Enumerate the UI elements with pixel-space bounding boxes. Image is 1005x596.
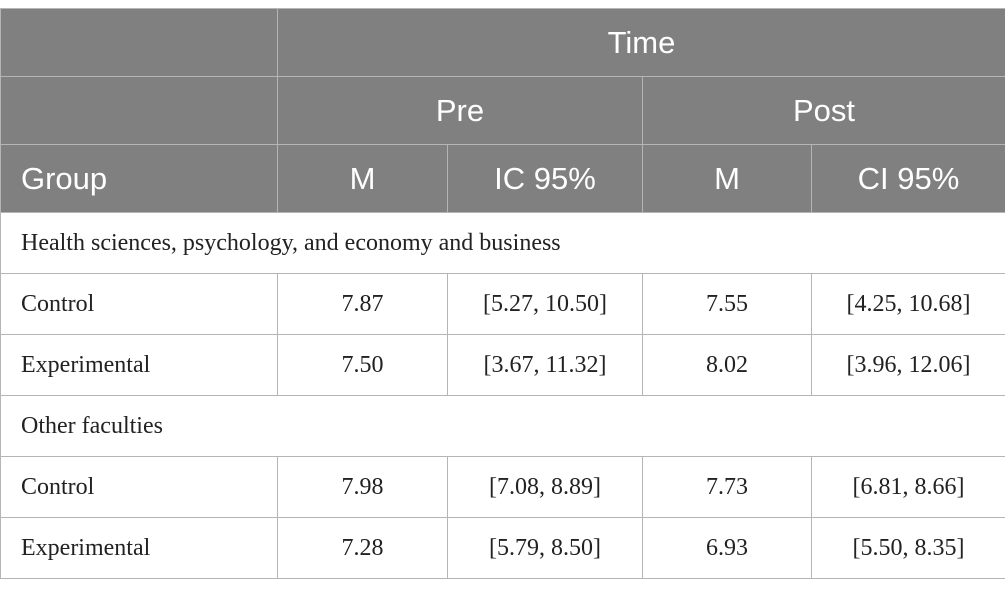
header-row: Pre Post bbox=[0, 76, 1005, 145]
header-row: Time bbox=[0, 8, 1005, 77]
value-cell: 8.02 bbox=[642, 334, 812, 396]
header-row: Group M IC 95% M CI 95% bbox=[0, 144, 1005, 213]
value-cell: 7.28 bbox=[277, 517, 448, 579]
data-row: Control 7.87 [5.27, 10.50] 7.55 [4.25, 10.68… bbox=[0, 273, 1005, 335]
section-title: Other faculties bbox=[0, 395, 1005, 457]
value-cell: [5.50, 8.35] bbox=[811, 517, 1005, 579]
value-cell: [5.27, 10.50] bbox=[447, 273, 643, 335]
header-cell bbox=[0, 76, 278, 145]
column-header: M bbox=[642, 144, 812, 213]
value-cell: [5.79, 8.50] bbox=[447, 517, 643, 579]
table-body: Health sciences, psychology, and economy… bbox=[0, 212, 1005, 579]
value-cell: [4.25, 10.68] bbox=[811, 273, 1005, 335]
value-cell: [6.81, 8.66] bbox=[811, 456, 1005, 518]
data-table: Time Pre Post Group M IC 95% M CI 95% Health… bbox=[0, 8, 1005, 579]
value-cell: 7.55 bbox=[642, 273, 812, 335]
column-header: M bbox=[277, 144, 448, 213]
header-cell: Time bbox=[277, 8, 1005, 77]
group-cell: Experimental bbox=[0, 334, 278, 396]
group-cell: Experimental bbox=[0, 517, 278, 579]
value-cell: [3.67, 11.32] bbox=[447, 334, 643, 396]
group-cell: Control bbox=[0, 273, 278, 335]
value-cell: 7.87 bbox=[277, 273, 448, 335]
group-cell: Control bbox=[0, 456, 278, 518]
column-header: Group bbox=[0, 144, 278, 213]
header-cell: Post bbox=[642, 76, 1005, 145]
value-cell: [7.08, 8.89] bbox=[447, 456, 643, 518]
header-cell: Pre bbox=[277, 76, 643, 145]
header-cell bbox=[0, 8, 278, 77]
value-cell: 7.50 bbox=[277, 334, 448, 396]
data-row: Experimental 7.50 [3.67, 11.32] 8.02 [3.96, … bbox=[0, 334, 1005, 396]
section-row: Other faculties bbox=[0, 395, 1005, 457]
value-cell: [3.96, 12.06] bbox=[811, 334, 1005, 396]
value-cell: 7.73 bbox=[642, 456, 812, 518]
value-cell: 6.93 bbox=[642, 517, 812, 579]
section-title: Health sciences, psychology, and economy… bbox=[0, 212, 1005, 274]
column-header: CI 95% bbox=[811, 144, 1005, 213]
value-cell: 7.98 bbox=[277, 456, 448, 518]
section-row: Health sciences, psychology, and economy… bbox=[0, 212, 1005, 274]
data-row: Experimental 7.28 [5.79, 8.50] 6.93 [5.50, 8… bbox=[0, 517, 1005, 579]
column-header: IC 95% bbox=[447, 144, 643, 213]
data-row: Control 7.98 [7.08, 8.89] 7.73 [6.81, 8.66] bbox=[0, 456, 1005, 518]
